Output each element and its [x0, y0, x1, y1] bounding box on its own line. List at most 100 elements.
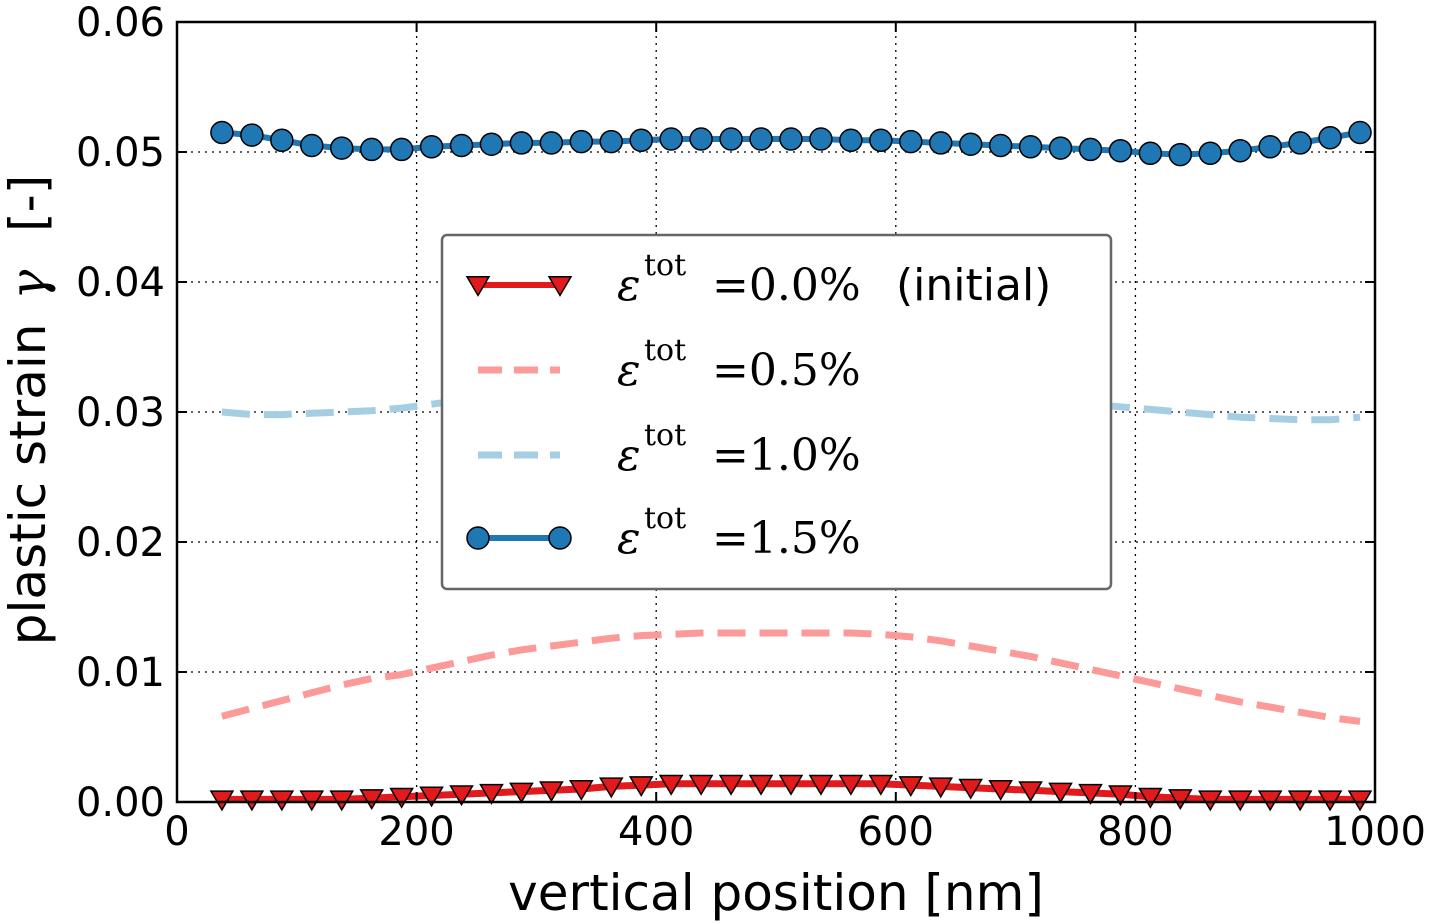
x-tick-label: 800	[1097, 809, 1173, 855]
data-point-triangle	[748, 774, 774, 796]
data-point-triangle	[778, 774, 804, 796]
data-point-circle	[419, 135, 444, 159]
x-tick-label: 400	[618, 809, 694, 855]
data-point-triangle	[329, 790, 355, 812]
data-point-circle	[1048, 136, 1073, 160]
legend-entry: ε tot =0.0% (initial)	[465, 248, 1051, 311]
data-point-triangle	[688, 774, 714, 796]
x-tick-label: 0	[164, 809, 189, 855]
data-point-circle	[779, 127, 803, 151]
data-point-circle	[449, 133, 474, 158]
data-point-circle	[1108, 138, 1133, 163]
series-0-0	[209, 774, 1373, 812]
data-point-triangle	[209, 790, 235, 812]
legend-swatch-marker	[465, 276, 491, 297]
y-tick-label: 0.03	[76, 390, 165, 436]
data-point-triangle	[449, 785, 474, 807]
legend-value: =1.5%	[712, 513, 861, 564]
y-axis-label-text: plastic strain	[0, 324, 57, 646]
y-axis-label-symbol: γ	[0, 270, 57, 300]
data-point-triangle	[898, 776, 924, 798]
data-point-circle	[629, 128, 653, 153]
series-0-5	[221, 629, 1361, 725]
y-tick-label: 0.00	[76, 780, 165, 826]
data-point-circle	[1018, 135, 1043, 159]
legend-value: =0.0%	[712, 260, 861, 311]
legend-symbol: ε	[617, 345, 641, 396]
legend-box	[440, 233, 1113, 591]
data-point-triangle	[239, 790, 265, 812]
data-point-circle	[1138, 141, 1163, 166]
data-point-circle	[479, 132, 504, 156]
data-point-circle	[1228, 138, 1252, 163]
data-point-circle	[839, 128, 863, 153]
data-point-triangle	[1018, 781, 1043, 803]
legend-swatch-marker	[548, 526, 572, 550]
data-point-triangle	[1257, 790, 1283, 812]
series-line	[221, 629, 1361, 725]
data-point-triangle	[269, 790, 295, 812]
y-tick-label: 0.05	[76, 130, 165, 176]
data-point-triangle	[1138, 787, 1163, 809]
data-point-circle	[1318, 125, 1342, 150]
y-tick-label: 0.02	[76, 520, 165, 566]
legend-value: =0.5%	[712, 345, 861, 396]
tick-labels: 0 200 400 600 800 1000 0.00 0.01 0.02 0.03 0.04 0.0…	[76, 0, 1426, 855]
data-point-triangle	[838, 774, 864, 796]
data-point-circle	[359, 137, 384, 162]
legend-superscript: tot	[644, 501, 686, 536]
data-point-circle	[270, 128, 294, 153]
series-1-5	[210, 120, 1372, 167]
ticks	[176, 21, 1376, 803]
data-point-circle	[599, 129, 624, 154]
data-point-circle	[659, 127, 683, 151]
data-point-triangle	[1227, 790, 1253, 812]
data-point-circle	[928, 131, 953, 155]
legend-symbol: ε	[617, 430, 641, 481]
data-point-triangle	[958, 778, 983, 800]
data-point-circle	[389, 137, 414, 162]
data-point-circle	[1258, 135, 1282, 159]
data-point-triangle	[509, 782, 534, 804]
data-point-triangle	[628, 776, 654, 798]
data-point-triangle	[718, 774, 744, 796]
data-point-triangle	[808, 774, 834, 796]
data-point-triangle	[1197, 790, 1223, 812]
x-tick-label: 1000	[1324, 809, 1426, 855]
data-point-circle	[1168, 142, 1193, 167]
data-point-circle	[1198, 141, 1223, 166]
data-point-triangle	[1108, 785, 1133, 807]
data-point-triangle	[658, 774, 684, 796]
data-point-triangle	[928, 777, 954, 799]
legend-value: =1.0%	[712, 430, 861, 481]
data-point-circle	[300, 133, 324, 158]
data-point-circle	[240, 123, 264, 147]
data-point-circle	[958, 132, 983, 156]
y-tick-label: 0.01	[76, 650, 165, 696]
data-point-triangle	[1347, 790, 1373, 812]
data-point-triangle	[1078, 783, 1103, 805]
x-tick-label: 600	[858, 809, 934, 855]
data-point-circle	[869, 128, 893, 153]
data-point-triangle	[1168, 789, 1193, 811]
legend: ε tot =0.0% (initial)ε tot =0.5%ε tot =1.0%ε tot…	[440, 233, 1113, 591]
legend-superscript: tot	[644, 333, 686, 368]
legend-entry: ε tot =1.5%	[466, 501, 861, 564]
data-point-circle	[749, 127, 773, 151]
legend-suffix: (initial)	[896, 260, 1051, 311]
data-point-triangle	[1317, 790, 1343, 812]
legend-entry: ε tot =0.5%	[478, 333, 861, 396]
data-point-circle	[899, 129, 923, 154]
data-point-triangle	[479, 783, 504, 805]
legend-swatch-marker	[547, 276, 573, 297]
y-axis-label-unit: [-]	[0, 175, 57, 232]
svg-text:plastic strain γ [: plastic strain γ [-]	[0, 175, 57, 645]
y-tick-label: 0.06	[76, 0, 165, 46]
data-point-circle	[988, 133, 1013, 158]
series-layer	[209, 120, 1373, 812]
y-axis-label: plastic strain γ [-]	[0, 175, 57, 645]
y-tick-label: 0.04	[76, 260, 165, 306]
data-point-triangle	[1287, 790, 1313, 812]
data-point-circle	[689, 127, 713, 151]
